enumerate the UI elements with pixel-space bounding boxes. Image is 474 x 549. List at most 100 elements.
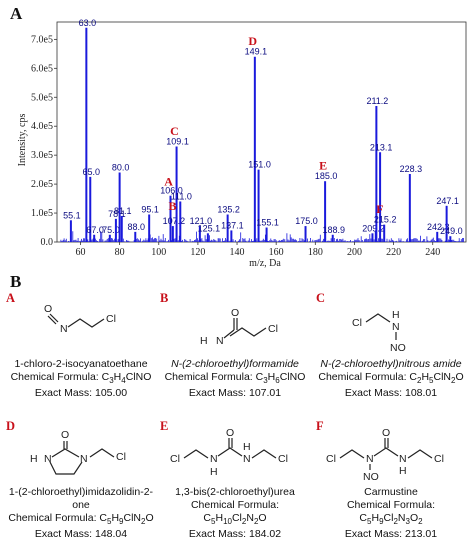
peak-label-9: 95.1 (141, 205, 159, 215)
y-tick-label-4: 4.0e5 (31, 121, 53, 132)
compound-b-structure: H N O Cl (200, 307, 278, 347)
compound-e-name: 1,3-bis(2-chloroethyl)urea (175, 486, 295, 498)
atom-n-ring: N (80, 453, 88, 465)
atom-h: H (392, 309, 400, 321)
x-axis-label: m/z, Da (249, 258, 281, 269)
atom-no: NO (390, 342, 406, 354)
compound-c-name: N-(2-chloroethyl)nitrous amide (320, 358, 462, 370)
peak-label-22: 185.0 (315, 171, 338, 181)
peak-label-13: 111.0 (171, 191, 192, 201)
compound-e: E Cl N H O N H Cl 1,3-bis(2-chloroethyl)… (160, 420, 310, 541)
compound-b-letter: B (160, 291, 169, 305)
peak-label-23: 188.9 (322, 225, 345, 235)
y-tick-label-6: 6.0e5 (31, 63, 53, 74)
y-tick-label-7: 7.0e5 (31, 34, 53, 45)
compound-f-structure: Cl N NO O N H Cl (326, 427, 444, 483)
x-tick-label-9: 240 (425, 247, 440, 258)
compound-e-structure: Cl N H O N H Cl (170, 427, 288, 478)
peak-label-29: 242.3 (427, 222, 450, 232)
atom-cl-right: Cl (278, 453, 288, 465)
atom-cl-right: Cl (434, 453, 444, 465)
annotation-d: D (248, 34, 257, 48)
atom-o: O (231, 307, 239, 319)
x-tick-label-7: 200 (347, 247, 362, 258)
y-tick-label-1: 1.0e5 (31, 208, 53, 219)
peak-label-7: 81.1 (114, 206, 132, 216)
peak-label-24: 209.2 (362, 223, 385, 233)
compound-e-mass: Exact Mass: 184.02 (188, 528, 282, 541)
atom-o: O (226, 427, 234, 439)
panel-b-label: B (10, 272, 22, 291)
peak-label-25: 211.2 (366, 96, 388, 106)
compound-f-name: Carmustine (364, 486, 418, 498)
annotation-f: F (376, 202, 383, 216)
atom-cl: Cl (106, 313, 116, 325)
compound-d: D O H N N Cl 1-(2-chloroethyl)imidazolid… (6, 420, 156, 541)
y-tick-label-5: 5.0e5 (31, 92, 53, 103)
compound-a-name: 1-chloro-2-isocyanatoethane (14, 358, 148, 370)
compound-b-mass: Exact Mass: 107.01 (188, 387, 282, 400)
y-tick-label-2: 2.0e5 (31, 179, 53, 190)
x-tick-label-0: 60 (75, 247, 85, 258)
compound-a-formula: Chemical Formula: C3H4ClNO (10, 371, 152, 386)
compound-c-structure: Cl H N NO (352, 309, 406, 354)
atom-n-right: N (243, 453, 251, 465)
peak-label-5: 78.1 (108, 209, 126, 219)
compound-b: B H N O Cl N-(2-chloroethyl)formamide Ch… (160, 292, 310, 400)
panel-a-label: A (10, 4, 23, 23)
compound-a: A O N Cl 1-chloro-2-isocyanatoethane Che… (6, 292, 156, 400)
peak-label-27: 215.2 (374, 215, 397, 225)
peak-label-10: 106.0 (160, 186, 183, 196)
atom-o: O (382, 427, 390, 439)
x-tick-label-2: 100 (151, 247, 166, 258)
peak-label-17: 137.1 (221, 220, 244, 230)
atom-no: NO (363, 471, 379, 483)
compound-e-formula: Chemical Formula: C5H10Cl2N2O (190, 499, 280, 527)
peak-label-18: 149.1 (245, 47, 268, 57)
peak-label-28: 228.3 (400, 164, 423, 174)
mass-spectrum-chart: 0.0 1.0e5 2.0e5 3.0e5 4.0e5 5.0e5 6.0e5 7.0e5 60… (17, 18, 467, 269)
x-tick-label-6: 180 (308, 247, 323, 258)
atom-n-right: N (399, 453, 407, 465)
compound-c: C Cl H N NO N-(2-chloroethyl)nitrous ami… (316, 292, 466, 400)
peak-label-12: 109.1 (166, 136, 189, 146)
y-axis-label: Intensity, cps (17, 114, 28, 167)
peak-label-20: 155.1 (256, 218, 279, 228)
x-tick-label-3: 120 (190, 247, 205, 258)
atom-n: N (60, 323, 68, 335)
atom-h-right: H (243, 441, 251, 453)
compound-a-mass: Exact Mass: 105.00 (34, 387, 128, 400)
atom-h-left: H (210, 466, 218, 478)
compound-f-formula: Chemical Formula: C5H9Cl2N3O2 (346, 499, 436, 527)
compound-f-mass: Exact Mass: 213.01 (344, 528, 438, 541)
compound-a-structure: O N Cl (44, 303, 116, 335)
y-tick-label-3: 3.0e5 (31, 150, 53, 161)
x-tick-label-8: 220 (386, 247, 401, 258)
annotation-c: C (170, 124, 179, 138)
baseline-noise (60, 231, 464, 242)
atom-o: O (44, 303, 52, 315)
atom-h: H (200, 335, 208, 347)
x-tick-label-5: 160 (269, 247, 284, 258)
peak-label-16: 135.2 (217, 205, 240, 215)
atom-h: H (30, 453, 38, 465)
compound-c-formula: Chemical Formula: C2H5ClN2O (318, 371, 464, 386)
compound-b-name: N-(2-chloroethyl)formamide (171, 358, 299, 370)
y-tick-label-0: 0.0 (41, 237, 54, 248)
atom-cl: Cl (268, 323, 278, 335)
peak-label-19: 151.0 (248, 160, 271, 170)
peak-label-0: 55.1 (63, 210, 81, 220)
compound-a-letter: A (6, 291, 16, 305)
atom-n: N (392, 321, 400, 333)
compound-b-formula: Chemical Formula: C3H6ClNO (164, 371, 306, 386)
peak-label-1: 63.0 (79, 18, 97, 28)
compound-f-letter: F (316, 419, 324, 433)
atom-h-right: H (399, 465, 407, 477)
peak-label-3: 67.0 (86, 225, 104, 235)
atom-cl: Cl (116, 451, 126, 463)
peak-label-21: 175.0 (295, 216, 318, 226)
atom-o: O (61, 429, 69, 441)
compound-d-letter: D (6, 419, 16, 433)
compound-c-mass: Exact Mass: 108.01 (344, 387, 438, 400)
peak-label-31: 249.0 (440, 226, 463, 236)
